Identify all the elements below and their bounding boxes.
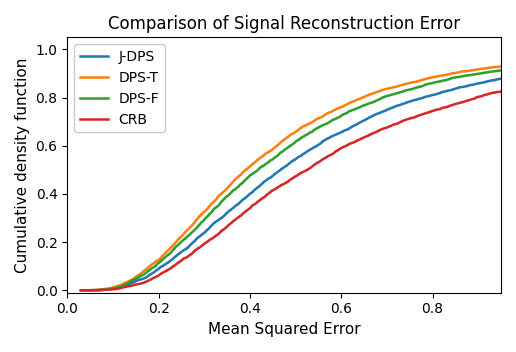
Line: DPS-F: DPS-F (81, 70, 500, 290)
Line: J-DPS: J-DPS (81, 78, 501, 290)
J-DPS (257, 183, 264, 187)
DPS-T (262, 152, 268, 156)
CRB (78, 288, 84, 293)
CRB (234, 216, 240, 220)
Title: Comparison of Signal Reconstruction Error: Comparison of Signal Reconstruction Erro… (108, 15, 460, 33)
CRB (479, 94, 486, 98)
DPS-T (331, 108, 337, 112)
CRB (272, 187, 278, 191)
CRB (265, 192, 271, 196)
DPS-T (78, 288, 84, 293)
DPS-F (249, 172, 255, 176)
J-DPS (222, 213, 228, 217)
Y-axis label: Cumulative density function: Cumulative density function (15, 57, 30, 273)
DPS-F (468, 73, 474, 77)
J-DPS (182, 247, 188, 252)
DPS-T (197, 213, 203, 218)
DPS-T (311, 119, 317, 123)
DPS-F (168, 250, 174, 254)
CRB (498, 89, 504, 94)
DPS-T (262, 152, 268, 157)
DPS-T (497, 64, 504, 69)
Line: DPS-T: DPS-T (81, 67, 501, 290)
J-DPS (194, 237, 200, 241)
Legend: J-DPS, DPS-T, DPS-F, CRB: J-DPS, DPS-T, DPS-F, CRB (74, 44, 165, 132)
J-DPS (498, 76, 504, 81)
CRB (321, 156, 327, 161)
DPS-F (497, 68, 503, 73)
DPS-F (328, 119, 334, 123)
DPS-F (78, 288, 84, 293)
DPS-F (415, 85, 421, 89)
Line: CRB: CRB (81, 92, 501, 290)
X-axis label: Mean Squared Error: Mean Squared Error (208, 322, 361, 337)
J-DPS (111, 286, 117, 290)
DPS-T (122, 281, 128, 285)
J-DPS (396, 103, 402, 107)
DPS-F (288, 143, 294, 147)
CRB (384, 125, 390, 130)
J-DPS (78, 288, 84, 293)
